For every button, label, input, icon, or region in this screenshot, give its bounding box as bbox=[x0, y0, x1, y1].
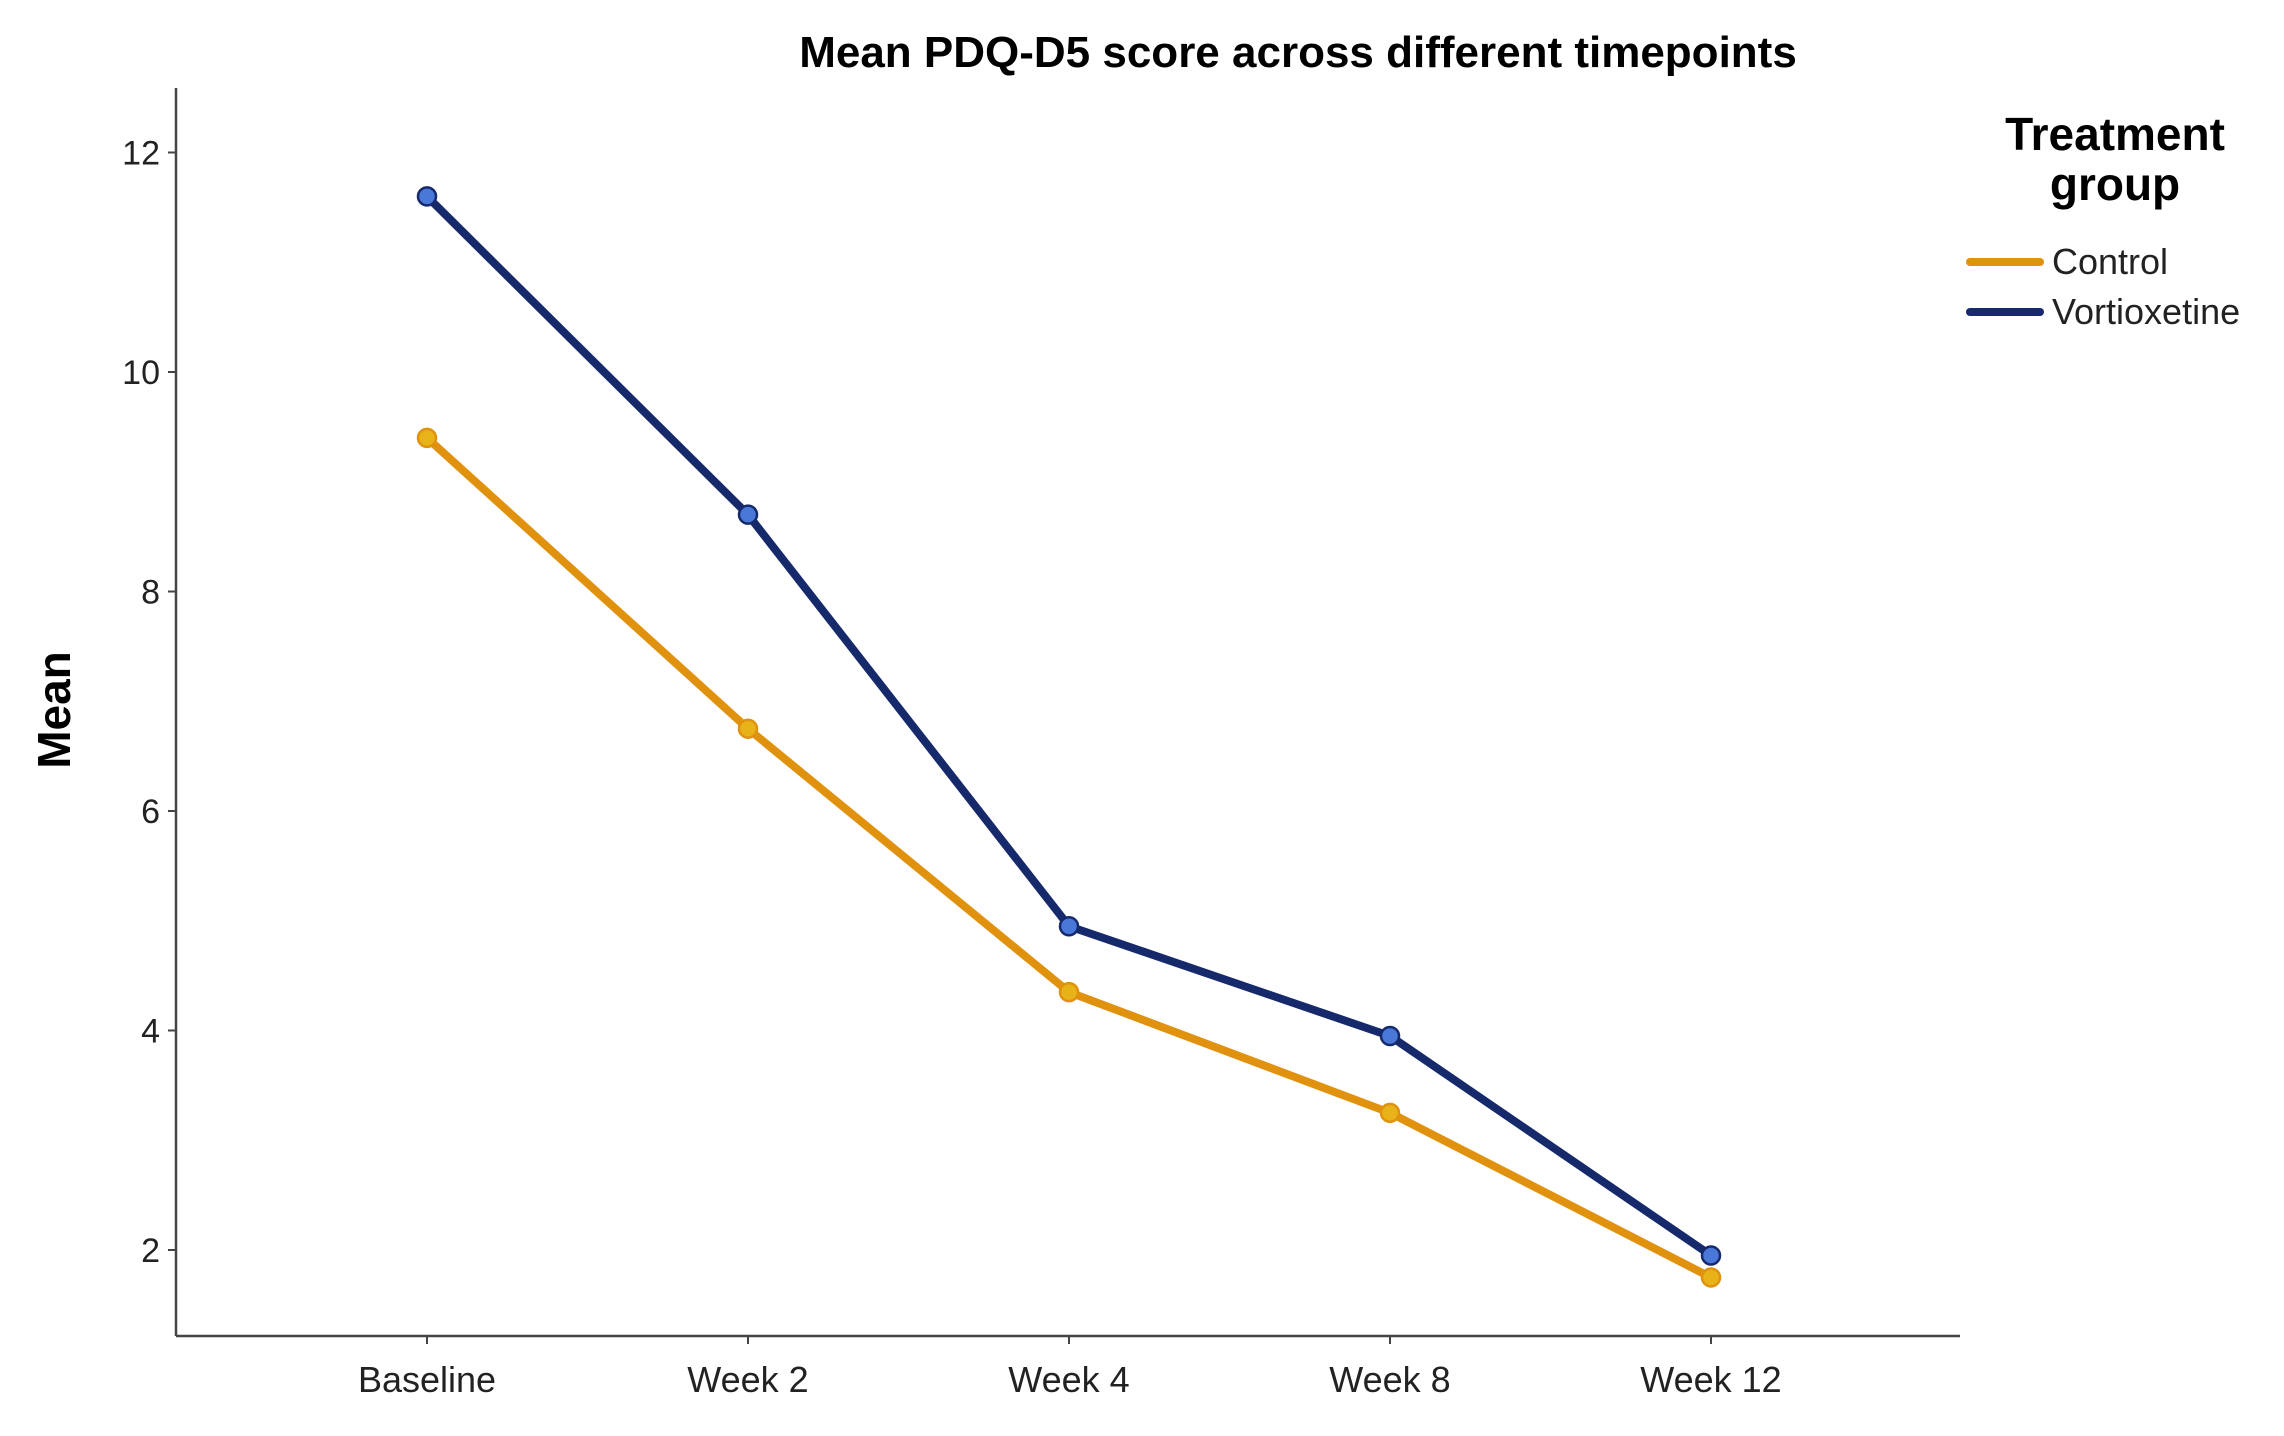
data-point-vortioxetine bbox=[416, 186, 438, 207]
legend-title: Treatment group bbox=[2005, 108, 2225, 210]
y-tick-labels: 2 4 6 8 10 12 bbox=[122, 135, 176, 1270]
legend-label: Control bbox=[2052, 241, 2168, 282]
legend: Treatment group Control Vortioxetine bbox=[1966, 108, 2240, 332]
series-lines bbox=[423, 192, 1715, 1282]
legend-title-line: group bbox=[2050, 158, 2180, 210]
data-point-vortioxetine bbox=[1379, 1025, 1401, 1047]
data-point-vortioxetine bbox=[737, 504, 759, 525]
series-line-control bbox=[423, 433, 1715, 1282]
x-tick-label: Week 8 bbox=[1329, 1359, 1450, 1400]
data-point-control bbox=[1058, 981, 1080, 1003]
chart-title: Mean PDQ-D5 score across different timep… bbox=[799, 28, 1797, 77]
data-point-control bbox=[1379, 1102, 1401, 1124]
y-tick-label: 8 bbox=[141, 574, 160, 612]
y-tick-label: 10 bbox=[122, 354, 160, 392]
legend-label: Vortioxetine bbox=[2052, 291, 2240, 332]
x-tick-label: Baseline bbox=[358, 1359, 496, 1400]
x-tick-label: Week 2 bbox=[687, 1359, 808, 1400]
y-axis-label: Mean bbox=[28, 651, 80, 769]
series-line-vortioxetine bbox=[423, 192, 1715, 1260]
y-tick-label: 4 bbox=[141, 1013, 160, 1051]
y-tick-label: 12 bbox=[122, 135, 160, 173]
legend-items: Control Vortioxetine bbox=[1966, 241, 2240, 332]
data-point-control bbox=[416, 427, 438, 449]
data-point-control bbox=[1700, 1267, 1722, 1288]
y-tick-label: 6 bbox=[141, 793, 160, 831]
series-points bbox=[416, 186, 1722, 1288]
data-point-vortioxetine bbox=[1058, 915, 1080, 937]
y-tick-label: 2 bbox=[141, 1232, 160, 1270]
x-tick-label: Week 12 bbox=[1640, 1359, 1781, 1400]
data-point-vortioxetine bbox=[1700, 1245, 1722, 1266]
data-point-control bbox=[737, 718, 759, 739]
x-tick-label: Week 4 bbox=[1008, 1359, 1129, 1400]
x-tick-labels: Baseline Week 2 Week 4 Week 8 Week 12 bbox=[358, 1336, 1782, 1400]
legend-title-line: Treatment bbox=[2005, 108, 2225, 160]
